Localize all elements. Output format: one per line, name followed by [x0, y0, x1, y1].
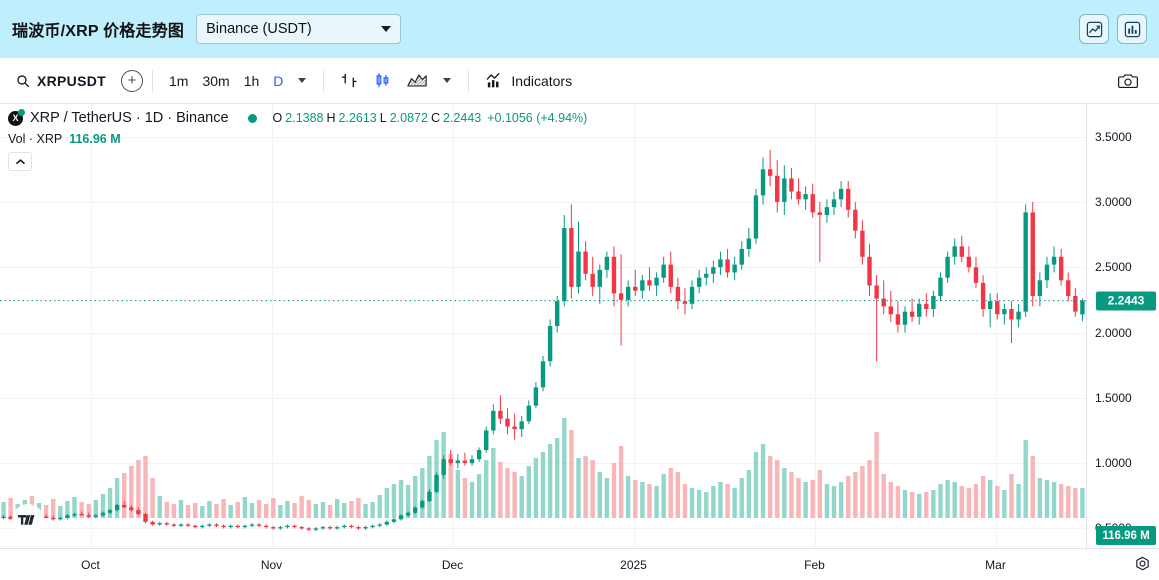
ohlc-open-label: O — [272, 111, 283, 125]
time-tick: Dec — [441, 558, 464, 572]
candlestick-icon[interactable] — [366, 66, 399, 96]
ohlc-low-value: 2.0872 — [389, 111, 428, 125]
interval-d[interactable]: D — [273, 72, 284, 89]
tradingview-logo — [12, 504, 44, 536]
toolbar-divider-1 — [152, 69, 153, 92]
ohlc-change: +0.1056 (+4.94%) — [487, 111, 588, 125]
interval-chevron-down-icon[interactable] — [298, 78, 307, 83]
indicators-label: Indicators — [511, 72, 573, 89]
legend-symbol-name: XRP / TetherUS · 1D · Binance — [30, 110, 229, 126]
legend-volume-row: Vol · XRP 116.96 M — [8, 132, 587, 146]
bar-style-icon[interactable] — [333, 66, 366, 96]
add-symbol-button[interactable]: + — [121, 69, 143, 92]
toolbar-divider-3 — [468, 69, 470, 92]
last-price-badge: 2.2443 — [1096, 291, 1156, 311]
exchange-select[interactable]: Binance (USDT) — [196, 14, 402, 44]
toolbar-divider-2 — [323, 69, 325, 92]
chart-legend: X XRP / TetherUS · 1D · Binance O 2.1388 … — [8, 108, 588, 171]
price-tick: 2.5000 — [1095, 260, 1132, 275]
page-title: 瑞波币/XRP 价格走势图 — [12, 23, 185, 40]
area-style-icon[interactable] — [399, 66, 435, 96]
chart-toolbar: XRPUSDT + 1m 30m 1h D — [0, 58, 1159, 104]
search-icon — [16, 74, 30, 88]
time-tick: Mar — [985, 558, 1006, 572]
time-tick: 2025 — [620, 558, 647, 572]
chart-area[interactable]: X XRP / TetherUS · 1D · Binance O 2.1388 … — [0, 104, 1159, 580]
xrp-logo-icon: X — [8, 108, 25, 126]
ohlc-close-label: C — [430, 111, 440, 125]
time-axis[interactable]: Oct Nov Dec 2025 Feb Mar — [0, 548, 1159, 580]
time-tick: Oct — [81, 558, 100, 572]
indicators-icon — [485, 71, 504, 90]
toolbar-right-group — [1111, 66, 1149, 96]
chevron-up-icon — [15, 159, 25, 165]
line-chart-icon[interactable] — [1079, 14, 1109, 44]
price-tick: 1.0000 — [1095, 456, 1132, 471]
ohlc-close-value: 2.2443 — [442, 111, 482, 125]
volume-label: Vol · XRP — [8, 132, 63, 146]
time-tick: Nov — [260, 558, 283, 572]
page-header: 瑞波币/XRP 价格走势图 Binance (USDT) — [0, 0, 1159, 58]
interval-1h[interactable]: 1h — [243, 72, 260, 89]
interval-1m[interactable]: 1m — [169, 72, 189, 89]
header-icon-group — [1079, 14, 1147, 44]
series-status-dot — [247, 113, 257, 123]
price-axis[interactable]: 3.50003.00002.50002.00001.50001.00000.50… — [1086, 104, 1159, 548]
ohlc-high-label: H — [326, 111, 336, 125]
symbol-label: XRPUSDT — [37, 72, 106, 89]
price-plot[interactable] — [0, 104, 1086, 548]
last-volume-badge: 116.96 M — [1096, 526, 1156, 545]
ohlc-low-label: L — [379, 111, 387, 125]
candlestick-svg — [0, 104, 1086, 548]
volume-value: 116.96 M — [69, 132, 121, 146]
style-chevron-down-icon[interactable] — [443, 78, 452, 83]
bar-chart-icon[interactable] — [1117, 14, 1147, 44]
ohlc-values: O 2.1388 H 2.2613 L 2.0872 C 2.2443 +0.1056 … — [273, 111, 588, 125]
price-tick: 2.0000 — [1095, 325, 1132, 340]
camera-icon[interactable] — [1111, 66, 1145, 96]
symbol-search-button[interactable]: XRPUSDT — [10, 65, 112, 97]
legend-collapse-button[interactable] — [8, 152, 32, 171]
gear-icon[interactable] — [1134, 556, 1151, 573]
price-tick: 3.0000 — [1095, 194, 1132, 209]
ohlc-high-value: 2.2613 — [338, 111, 377, 125]
price-tick: 3.5000 — [1095, 129, 1132, 144]
legend-main-row: X XRP / TetherUS · 1D · Binance O 2.1388 … — [8, 108, 588, 126]
chevron-down-icon — [381, 26, 392, 32]
price-tick: 1.5000 — [1095, 390, 1132, 405]
interval-30m[interactable]: 30m — [202, 72, 230, 89]
exchange-select-value: Binance (USDT) — [206, 21, 312, 37]
ohlc-open-value: 2.1388 — [285, 111, 324, 125]
time-tick: Feb — [804, 558, 825, 572]
indicators-button[interactable]: Indicators — [478, 66, 579, 96]
